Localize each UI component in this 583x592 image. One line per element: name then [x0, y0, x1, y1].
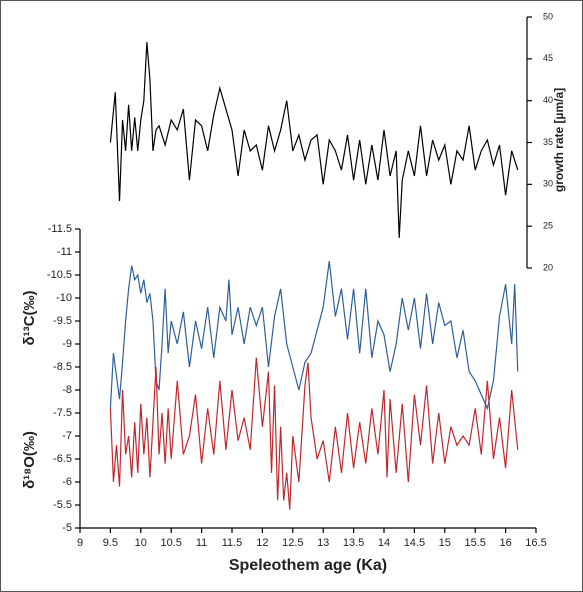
- x-tick-label: 13.5: [343, 537, 364, 549]
- series-line: [109, 42, 519, 238]
- x-tick-label: 10.5: [160, 537, 181, 549]
- y-tick-label: -8: [62, 384, 72, 396]
- x-tick-label: 11.5: [222, 537, 243, 549]
- x-tick-label: 12: [256, 537, 268, 549]
- y-tick-label: -8.5: [53, 361, 72, 373]
- x-tick-label: 12.5: [282, 537, 303, 549]
- x-tick-label: 9.5: [103, 537, 118, 549]
- y-tick-label: -9: [62, 338, 72, 350]
- series-line: [109, 357, 519, 510]
- x-tick-label: 16.5: [525, 537, 546, 549]
- y-tick-label: -7: [62, 430, 72, 442]
- x-tick-label: 15: [439, 537, 451, 549]
- series-axis-label: δ¹⁸O(‰): [21, 431, 38, 489]
- x-tick-label: 10: [135, 537, 147, 549]
- y-tick-label: -11.5: [48, 223, 72, 235]
- y2-tick-label: 45: [543, 53, 553, 63]
- series-axis-label: growth rate [µm/a]: [552, 88, 566, 192]
- x-tick-label: 9: [77, 537, 83, 549]
- x-tick-label: 16: [499, 537, 511, 549]
- x-tick-label: 14: [378, 537, 390, 549]
- y2-tick-label: 20: [543, 262, 553, 272]
- series-axis-label: δ¹³C(‰): [21, 291, 38, 346]
- y-tick-label: -6.5: [53, 453, 72, 465]
- y2-tick-label: 40: [543, 95, 553, 105]
- y-tick-label: -9.5: [53, 315, 72, 327]
- y2-tick-label: 30: [543, 179, 553, 189]
- y-tick-label: -10.5: [47, 269, 72, 281]
- y-tick-label: -11: [57, 246, 72, 258]
- y2-tick-label: 35: [543, 137, 553, 147]
- x-tick-label: 15.5: [464, 537, 485, 549]
- y-tick-label: -5.5: [53, 499, 72, 511]
- x-tick-label: 13: [317, 537, 329, 549]
- y2-tick-label: 50: [543, 11, 553, 21]
- series-line: [109, 261, 519, 411]
- x-axis-label: Speleothem age (Ka): [229, 557, 387, 574]
- x-tick-label: 11: [196, 537, 207, 549]
- y-tick-label: -7.5: [53, 407, 72, 419]
- y2-tick-label: 25: [543, 221, 553, 231]
- y-tick-label: -5: [62, 522, 72, 534]
- y-tick-label: -6: [62, 476, 72, 488]
- x-tick-label: 14.5: [404, 537, 425, 549]
- y-tick-label: -10: [56, 292, 72, 304]
